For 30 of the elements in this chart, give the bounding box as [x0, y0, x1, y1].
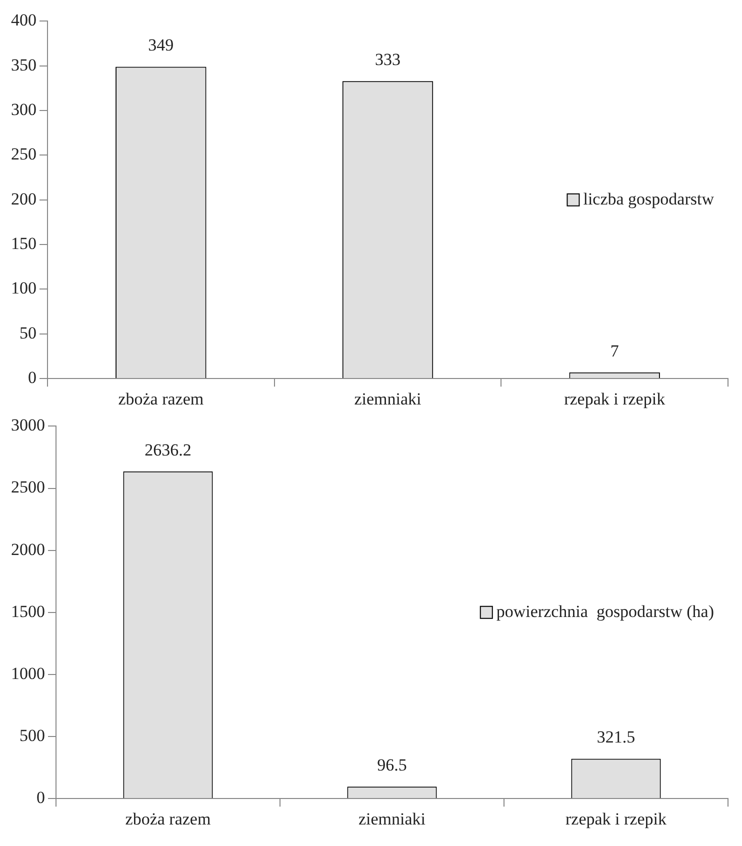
legend-label: liczba gospodarstw: [583, 189, 715, 208]
data-label: 333: [375, 50, 400, 70]
y-tick-label: 400: [11, 10, 36, 30]
y-tick-label: 100: [11, 278, 36, 298]
x-tick-label: zboża razem: [118, 389, 204, 408]
data-label: 349: [148, 36, 174, 55]
x-tick-label: rzepak i rzepik: [566, 809, 667, 828]
y-tick-label: 50: [20, 323, 36, 342]
data-label: 96.5: [377, 756, 407, 775]
y-tick-label: 150: [11, 234, 36, 254]
x-tick-label: ziemniaki: [354, 389, 422, 408]
y-tick-label: 2500: [11, 478, 45, 497]
data-label: 321.5: [596, 728, 636, 747]
data-label: 7: [610, 341, 620, 360]
y-tick-label: 1500: [11, 602, 45, 621]
y-tick-label: 0: [36, 788, 45, 808]
y-tick-label: 250: [11, 144, 36, 164]
x-tick-label: rzepak i rzepik: [564, 389, 666, 408]
y-tick-label: 500: [20, 726, 45, 745]
data-label: 2636.2: [144, 440, 192, 460]
x-tick-label: ziemniaki: [358, 809, 426, 828]
y-tick-label: 300: [11, 100, 36, 120]
y-tick-label: 0: [28, 368, 36, 388]
y-tick-label: 350: [11, 55, 36, 74]
y-tick-label: 200: [11, 189, 36, 208]
x-tick-label: zboża razem: [125, 809, 211, 828]
y-tick-label: 2000: [11, 540, 45, 559]
legend-label: powierzchnia gospodarstw (ha): [496, 602, 714, 621]
y-tick-label: 1000: [11, 664, 45, 683]
y-tick-label: 3000: [11, 416, 45, 435]
